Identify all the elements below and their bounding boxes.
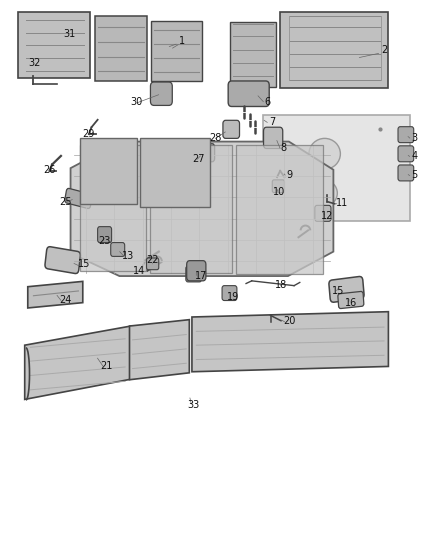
Text: 33: 33 (187, 400, 200, 410)
Polygon shape (230, 22, 276, 87)
Text: 27: 27 (192, 154, 204, 164)
Polygon shape (192, 312, 389, 372)
Text: 9: 9 (286, 170, 293, 180)
Polygon shape (80, 146, 146, 271)
FancyBboxPatch shape (398, 165, 414, 181)
FancyBboxPatch shape (338, 292, 364, 309)
Text: 19: 19 (227, 292, 239, 302)
Text: 23: 23 (99, 236, 111, 246)
Text: 10: 10 (273, 187, 286, 197)
Text: 14: 14 (134, 266, 146, 276)
Polygon shape (151, 21, 202, 82)
Text: 26: 26 (43, 165, 56, 175)
FancyBboxPatch shape (398, 127, 414, 143)
Text: 29: 29 (83, 128, 95, 139)
FancyBboxPatch shape (264, 127, 283, 149)
Text: 17: 17 (194, 271, 207, 281)
Polygon shape (18, 12, 90, 78)
FancyBboxPatch shape (272, 180, 285, 192)
Text: 5: 5 (411, 170, 418, 180)
Text: 11: 11 (336, 198, 348, 208)
Text: 22: 22 (146, 255, 159, 265)
Polygon shape (25, 326, 131, 399)
Ellipse shape (309, 139, 340, 169)
FancyBboxPatch shape (98, 227, 112, 243)
Polygon shape (28, 281, 83, 308)
FancyBboxPatch shape (111, 243, 125, 256)
Text: 3: 3 (412, 133, 418, 143)
Text: 32: 32 (28, 59, 41, 68)
Text: 24: 24 (59, 295, 71, 305)
Polygon shape (130, 320, 189, 379)
Text: 15: 15 (332, 286, 344, 296)
Text: 2: 2 (381, 45, 387, 54)
Text: 13: 13 (122, 251, 134, 261)
Ellipse shape (312, 180, 337, 206)
Text: 20: 20 (283, 316, 296, 326)
FancyBboxPatch shape (45, 247, 81, 273)
FancyBboxPatch shape (315, 205, 331, 221)
Text: 7: 7 (269, 117, 276, 127)
FancyBboxPatch shape (222, 286, 237, 301)
FancyBboxPatch shape (65, 188, 92, 208)
Polygon shape (95, 15, 147, 82)
FancyBboxPatch shape (195, 144, 215, 162)
FancyBboxPatch shape (150, 82, 172, 106)
Text: 31: 31 (64, 29, 76, 39)
Polygon shape (141, 138, 210, 207)
FancyBboxPatch shape (186, 266, 201, 282)
FancyBboxPatch shape (398, 146, 414, 162)
Text: 16: 16 (345, 297, 357, 308)
Polygon shape (280, 12, 389, 88)
Text: 1: 1 (179, 36, 185, 45)
Polygon shape (237, 146, 323, 274)
FancyBboxPatch shape (147, 258, 159, 270)
FancyBboxPatch shape (187, 261, 206, 281)
FancyBboxPatch shape (329, 277, 364, 302)
FancyBboxPatch shape (223, 120, 240, 139)
Text: 12: 12 (321, 211, 333, 221)
Text: 18: 18 (275, 280, 287, 290)
Text: 6: 6 (265, 96, 271, 107)
Text: 8: 8 (281, 143, 287, 154)
Text: 25: 25 (59, 197, 71, 207)
Text: 15: 15 (78, 260, 91, 269)
Polygon shape (80, 138, 137, 204)
Text: 30: 30 (131, 96, 143, 107)
Polygon shape (263, 115, 410, 221)
Text: 21: 21 (100, 361, 113, 372)
Polygon shape (150, 146, 232, 273)
Text: 4: 4 (412, 151, 418, 161)
Polygon shape (71, 142, 333, 276)
FancyBboxPatch shape (228, 81, 269, 107)
Text: 28: 28 (209, 133, 222, 143)
